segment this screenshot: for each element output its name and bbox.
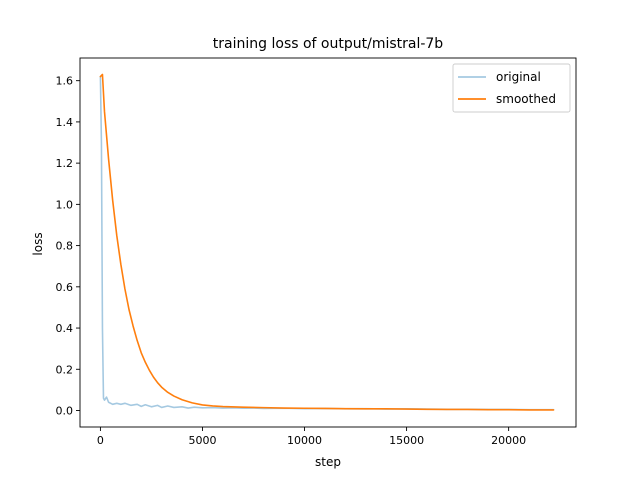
plot-frame xyxy=(79,57,577,428)
x-axis-label: step xyxy=(315,455,341,469)
y-tick-label: 1.4 xyxy=(56,116,74,129)
series-line-smoothed xyxy=(99,73,555,411)
y-axis-label: loss xyxy=(31,232,45,255)
legend: original smoothed xyxy=(452,63,571,113)
legend-label-smoothed: smoothed xyxy=(496,92,556,106)
y-tick-label: 1.2 xyxy=(56,157,74,170)
plot-area: 0 5000 10000 15000 20000 0.0 0.2 0.4 0.6 0.8 1.0 1.… xyxy=(56,57,577,447)
x-tick-label: 0 xyxy=(97,434,104,447)
x-tick-label: 20000 xyxy=(491,434,526,447)
y-tick-label: 0.0 xyxy=(56,405,74,418)
y-tick-label: 1.6 xyxy=(56,75,74,88)
y-tick-label: 0.4 xyxy=(56,322,74,335)
legend-box xyxy=(452,63,571,113)
x-tick-label: 5000 xyxy=(188,434,216,447)
y-tick-label: 0.8 xyxy=(56,240,74,253)
chart-title: training loss of output/mistral-7b xyxy=(213,36,444,52)
y-tick-label: 0.6 xyxy=(56,281,74,294)
x-tick-label: 15000 xyxy=(389,434,424,447)
y-tick-label: 1.0 xyxy=(56,198,74,211)
x-tick-label: 10000 xyxy=(287,434,322,447)
y-tick-label: 0.2 xyxy=(56,363,74,376)
legend-label-original: original xyxy=(496,70,541,84)
